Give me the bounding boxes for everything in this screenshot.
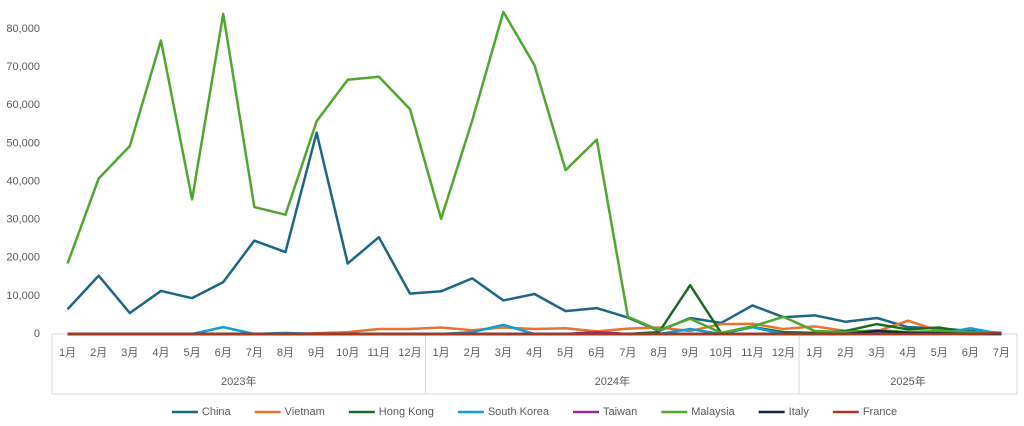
series-line [66, 131, 1002, 335]
series-line [67, 331, 1002, 336]
x-tick-label: 4月 [152, 347, 169, 359]
x-tick-label: 3月 [495, 347, 512, 359]
x-tick-label: 5月 [184, 347, 201, 359]
x-tick-label: 7月 [619, 347, 636, 359]
x-tick-label: 4月 [899, 347, 916, 359]
x-tick-label: 8月 [650, 347, 667, 359]
x-tick-label: 8月 [277, 347, 294, 359]
y-tick-label: 10,000 [6, 290, 40, 302]
legend-label: South Korea [488, 406, 550, 418]
group-label: 2025年 [890, 374, 925, 388]
y-tick-label: 60,000 [6, 99, 40, 111]
x-tick-label: 1月 [433, 347, 450, 359]
x-tick-label: 7月 [246, 347, 263, 359]
y-tick-label: 70,000 [6, 61, 40, 73]
x-tick-label: 4月 [526, 347, 543, 359]
x-tick-label: 9月 [308, 347, 325, 359]
legend-label: Vietnam [285, 406, 325, 418]
legend-label: France [863, 406, 897, 418]
x-tick-label: 2月 [464, 347, 481, 359]
series-line [67, 283, 1002, 336]
group-label: 2024年 [595, 374, 630, 388]
x-tick-label: 11月 [741, 347, 763, 359]
x-tick-label: 3月 [868, 347, 885, 359]
x-tick-label: 11月 [368, 347, 390, 359]
x-tick-label: 6月 [215, 347, 232, 359]
group-label: 2023年 [221, 374, 256, 388]
x-tick-label: 7月 [993, 347, 1010, 359]
y-tick-label: 20,000 [6, 252, 40, 264]
y-tick-label: 80,000 [6, 23, 40, 35]
legend-label: Italy [789, 406, 810, 418]
x-tick-label: 9月 [682, 347, 699, 359]
legend-label: Hong Kong [379, 406, 434, 418]
x-tick-label: 1月 [59, 347, 76, 359]
x-tick-label: 5月 [557, 347, 574, 359]
legend-label: Taiwan [603, 406, 637, 418]
x-tick-label: 3月 [121, 347, 138, 359]
x-tick-label: 6月 [962, 347, 979, 359]
legend-label: Malaysia [691, 406, 735, 418]
y-tick-label: 30,000 [6, 214, 40, 226]
x-tick-label: 2月 [90, 347, 107, 359]
x-tick-label: 6月 [588, 347, 605, 359]
x-tick-label: 5月 [931, 347, 948, 359]
x-tick-label: 12月 [398, 347, 421, 359]
y-tick-label: 40,000 [6, 175, 40, 187]
y-tick-label: 50,000 [6, 137, 40, 149]
x-tick-label: 10月 [336, 347, 359, 359]
x-tick-label: 10月 [710, 347, 733, 359]
x-tick-label: 12月 [772, 347, 795, 359]
y-tick-label: 0 [34, 328, 40, 340]
x-tick-label: 2月 [837, 347, 854, 359]
x-tick-label: 1月 [806, 347, 823, 359]
series-line [66, 10, 1002, 335]
legend-label: China [202, 406, 232, 418]
